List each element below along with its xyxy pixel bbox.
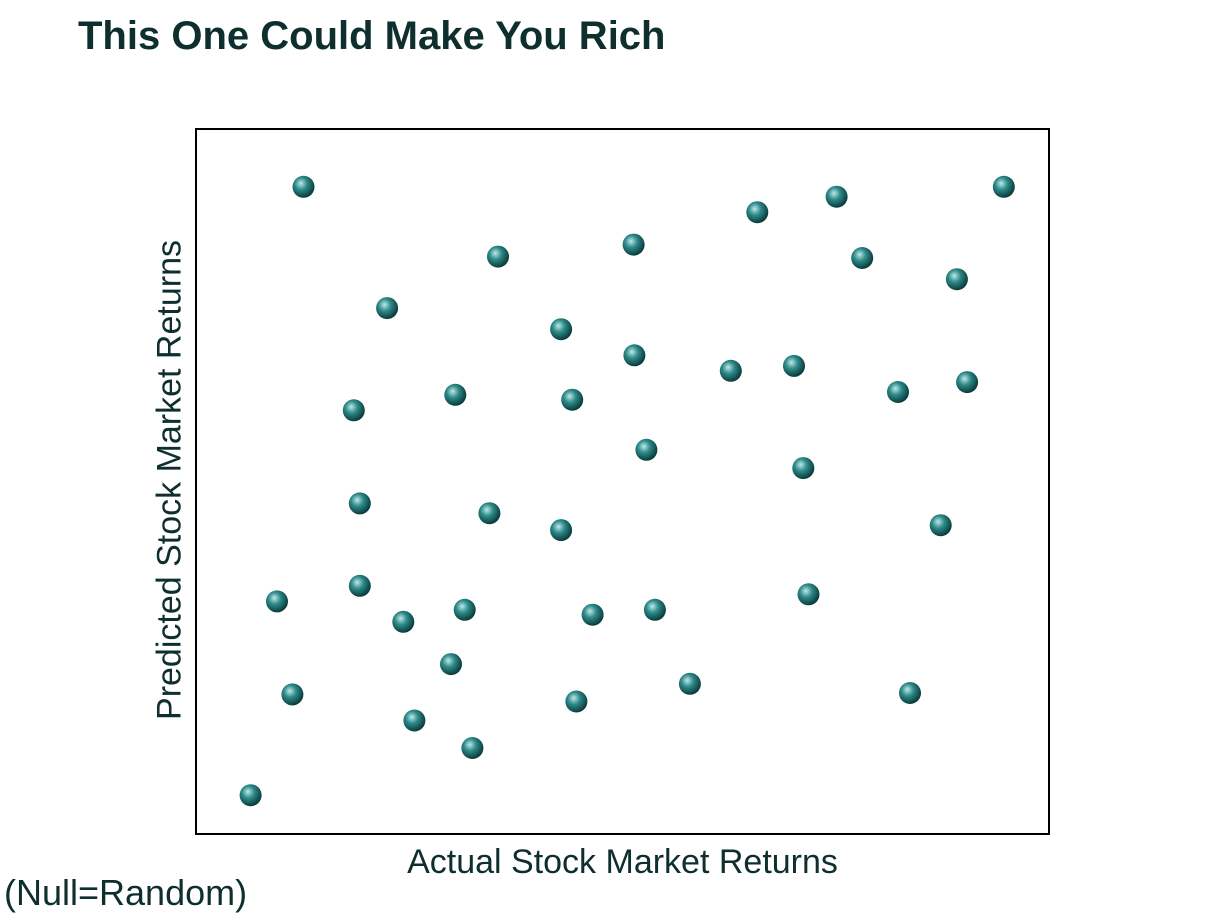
scatter-point-3 xyxy=(376,297,399,320)
scatter-point-23 xyxy=(550,519,573,542)
scatter-point-20 xyxy=(792,457,815,480)
scatter-point-11 xyxy=(623,344,646,367)
scatter-point-32 xyxy=(440,653,462,676)
scatter-point-4 xyxy=(622,233,645,256)
scatter-point-24 xyxy=(929,514,952,537)
scatter-point-16 xyxy=(561,388,584,411)
scatter-point-17 xyxy=(887,381,909,403)
scatter-point-6 xyxy=(825,185,848,208)
scatter-point-26 xyxy=(348,574,371,597)
scatter-point-31 xyxy=(797,583,820,606)
scatter-point-1 xyxy=(292,175,315,198)
null-hypothesis-note: (Null=Random) xyxy=(4,872,248,913)
scatter-point-13 xyxy=(783,354,805,377)
scatter-point-5 xyxy=(746,201,769,224)
scatter-point-39 xyxy=(239,784,262,807)
y-axis-label: Predicted Stock Market Returns xyxy=(150,240,189,720)
scatter-point-33 xyxy=(281,683,304,706)
scatter-point-25 xyxy=(266,590,288,613)
scatter-point-14 xyxy=(342,399,365,422)
scatter-point-35 xyxy=(565,690,588,713)
scatter-point-36 xyxy=(899,682,921,704)
scatter-points xyxy=(239,175,1015,807)
scatter-point-34 xyxy=(678,672,701,695)
scatter-point-27 xyxy=(392,610,415,633)
scatter-point-12 xyxy=(719,359,742,382)
scatter-point-18 xyxy=(956,371,979,394)
scatter-point-21 xyxy=(348,492,371,515)
scatter-point-7 xyxy=(992,175,1015,198)
scatter-point-38 xyxy=(461,737,484,759)
plot-area-frame xyxy=(195,128,1050,835)
scatter-point-8 xyxy=(851,247,874,269)
chart-title: This One Could Make You Rich xyxy=(78,14,666,58)
x-axis-label: Actual Stock Market Returns xyxy=(407,843,838,881)
scatter-point-29 xyxy=(581,603,604,626)
scatter-point-30 xyxy=(643,598,666,621)
scatter-point-19 xyxy=(635,438,658,461)
scatter-point-10 xyxy=(550,318,573,341)
scatter-point-2 xyxy=(487,245,509,268)
scatter-point-37 xyxy=(403,709,426,732)
scatter-point-28 xyxy=(453,598,476,621)
scatter-point-15 xyxy=(444,383,467,406)
scatter-point-9 xyxy=(945,268,968,291)
scatter-point-22 xyxy=(478,502,501,525)
